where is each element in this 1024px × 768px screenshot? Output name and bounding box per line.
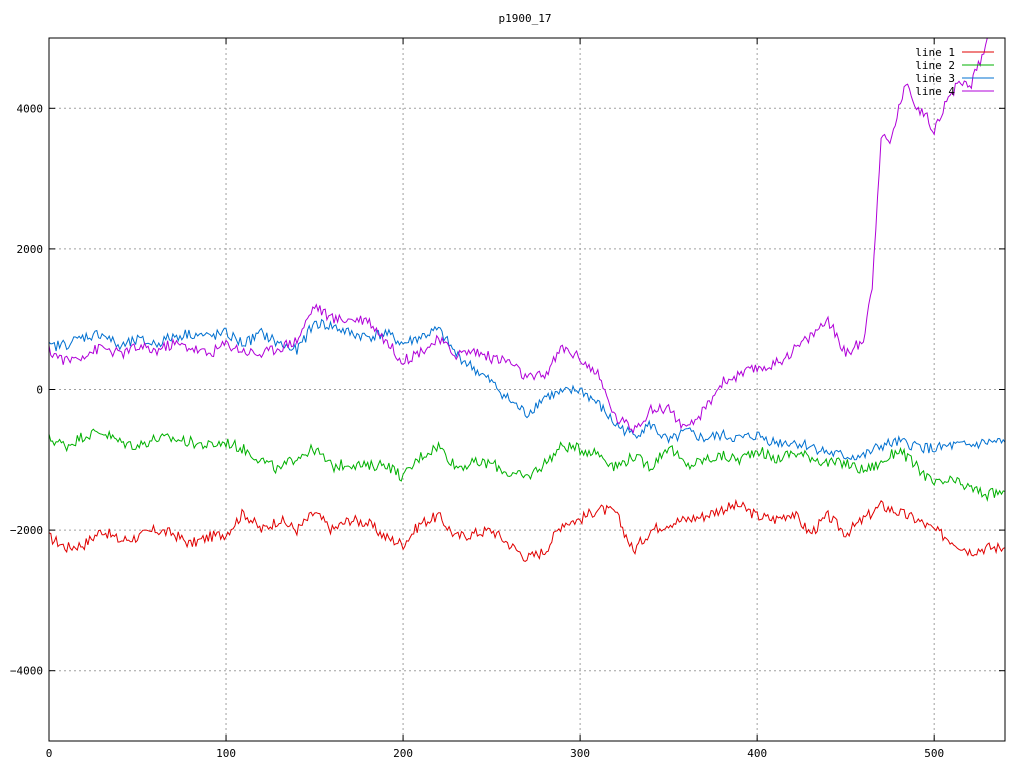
y-tick-label: 4000 [17, 102, 44, 115]
x-tick-label: 300 [570, 747, 590, 760]
series-layer [49, 38, 1005, 562]
legend-label-2: line 2 [915, 59, 955, 72]
x-tick-label: 100 [216, 747, 236, 760]
plot-frame [48, 37, 1006, 742]
series-line-3 [49, 318, 1005, 461]
series-line-1 [49, 498, 1005, 562]
y-tick-label: 2000 [17, 243, 44, 256]
legend-label-3: line 3 [915, 72, 955, 85]
y-tick-label: −2000 [10, 524, 43, 537]
legend-label-1: line 1 [915, 46, 955, 59]
axis-layer: 0 100 200 300 400 500 −4000 −2000 0 2000 4000 [10, 38, 1005, 760]
y-tick-label: 0 [36, 384, 43, 397]
x-tick-label: 400 [747, 747, 767, 760]
x-tick-label: 500 [924, 747, 944, 760]
y-tick-label: −4000 [10, 665, 43, 678]
grid-layer [49, 38, 1005, 741]
chart-title: p1900_17 [499, 12, 552, 25]
x-tick-label: 0 [46, 747, 53, 760]
series-line-4 [49, 38, 988, 435]
series-line-2 [49, 428, 1005, 502]
legend-label-4: line 4 [915, 85, 955, 98]
x-tick-label: 200 [393, 747, 413, 760]
